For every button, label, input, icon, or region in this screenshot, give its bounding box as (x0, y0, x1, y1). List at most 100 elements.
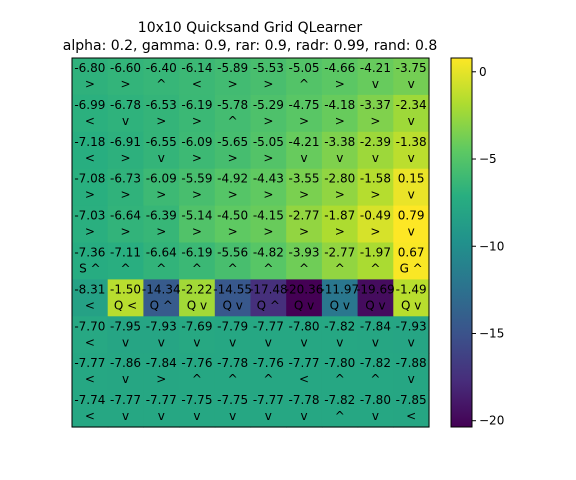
cell-value-label: -1.97 (360, 246, 391, 260)
heatmap-cell (214, 353, 252, 391)
cell-action-label: > (85, 225, 95, 239)
colorbar-tick-label: 0 (479, 65, 487, 79)
cell-value-label: -4.82 (253, 246, 284, 260)
cell-action-label: < (192, 77, 202, 91)
cell-value-label: -3.55 (289, 172, 320, 186)
cell-value-label: -1.50 (110, 282, 141, 296)
heatmap-cell (143, 168, 180, 207)
cell-action-label: > (156, 188, 166, 202)
heatmap-cell (250, 94, 287, 133)
cell-action-label: v (336, 151, 343, 165)
heatmap-cell (393, 279, 430, 317)
heatmap-cell (393, 168, 430, 207)
cell-value-label: -7.77 (289, 356, 320, 370)
heatmap-cell (357, 353, 394, 391)
cell-action-label: Q < (114, 298, 137, 312)
cell-value-label: -7.93 (396, 319, 427, 333)
cell-value-label: -7.11 (110, 246, 141, 260)
cell-value-label: -6.14 (181, 61, 212, 75)
heatmap-cell (250, 131, 287, 170)
cell-value-label: -6.53 (146, 98, 177, 112)
cell-value-label: -19.69 (356, 282, 395, 296)
cell-value-label: -7.77 (146, 393, 177, 407)
cell-action-label: ^ (192, 372, 202, 386)
heatmap-cell (357, 58, 394, 96)
cell-value-label: -7.69 (181, 319, 212, 333)
cell-value-label: -7.70 (74, 319, 105, 333)
cell-value-label: -2.77 (289, 209, 320, 223)
cell-action-label: > (263, 188, 273, 202)
cell-value-label: -7.74 (74, 393, 105, 407)
heatmap-cell (179, 390, 216, 428)
cell-action-label: ^ (121, 262, 131, 276)
heatmap-cell (321, 353, 359, 391)
heatmap-cell (250, 353, 287, 391)
cell-action-label: > (85, 77, 95, 91)
heatmap-cell (357, 131, 394, 170)
heatmap-cell (393, 390, 430, 428)
cell-action-label: Q v (187, 298, 207, 312)
cell-value-label: 0.79 (398, 209, 425, 223)
cell-value-label: -7.84 (146, 356, 177, 370)
cell-action-label: > (263, 151, 273, 165)
cell-action-label: > (156, 114, 166, 128)
heatmap-cell (214, 131, 252, 170)
cell-action-label: > (192, 188, 202, 202)
cell-action-label: < (85, 409, 95, 423)
cell-action-label: v (193, 409, 200, 423)
cell-action-label: ^ (370, 372, 380, 386)
cell-action-label: v (265, 409, 272, 423)
cell-action-label: > (370, 114, 380, 128)
cell-value-label: -7.03 (74, 209, 105, 223)
colorbar-tick-label: −20 (479, 414, 504, 428)
heatmap-cell (214, 94, 252, 133)
cell-action-label: v (408, 151, 415, 165)
heatmap-cell (357, 205, 394, 244)
cell-action-label: v (229, 409, 236, 423)
cell-value-label: -6.80 (74, 61, 105, 75)
heatmap-cell (321, 205, 359, 244)
cell-action-label: v (300, 409, 307, 423)
heatmap-cell (286, 316, 323, 354)
cell-value-label: -6.09 (146, 172, 177, 186)
cell-value-label: -2.77 (324, 246, 355, 260)
cell-value-label: -17.48 (249, 282, 288, 296)
cell-action-label: ^ (228, 262, 238, 276)
cell-value-label: -3.75 (396, 61, 427, 75)
cell-value-label: -5.29 (253, 98, 284, 112)
cell-action-label: ^ (299, 262, 309, 276)
cell-value-label: -5.65 (217, 135, 248, 149)
heatmap-cell (250, 168, 287, 207)
heatmap-cell (179, 168, 216, 207)
cell-action-label: v (122, 372, 129, 386)
cell-action-label: ^ (156, 262, 166, 276)
cell-action-label: > (263, 77, 273, 91)
cell-action-label: ^ (335, 372, 345, 386)
heatmap-cell (286, 279, 323, 317)
cell-action-label: < (299, 372, 309, 386)
cell-action-label: > (299, 188, 309, 202)
cell-value-label: -7.77 (74, 356, 105, 370)
cell-value-label: -6.91 (110, 135, 141, 149)
cell-value-label: -6.60 (110, 61, 141, 75)
cell-action-label: v (408, 77, 415, 91)
cell-action-label: G ^ (400, 262, 423, 276)
cell-action-label: > (156, 372, 166, 386)
colorbar-ticks: 0 −5 −10 −15 −20 (472, 65, 504, 428)
cell-action-label: ^ (370, 262, 380, 276)
cell-action-label: > (335, 77, 345, 91)
cell-value-label: -6.39 (146, 209, 177, 223)
cell-value-label: -11.97 (320, 282, 359, 296)
heatmap-cell (393, 316, 430, 354)
cell-action-label: < (406, 409, 416, 423)
heatmap-cell (393, 205, 430, 244)
heatmap-cell (357, 94, 394, 133)
cell-action-label: v (158, 335, 165, 349)
heatmap-cell (393, 94, 430, 133)
heatmap-cell (107, 316, 144, 354)
cell-value-label: -2.80 (324, 172, 355, 186)
cell-value-label: -7.76 (253, 356, 284, 370)
cell-action-label: Q v (401, 298, 421, 312)
heatmap-cell (72, 242, 109, 280)
